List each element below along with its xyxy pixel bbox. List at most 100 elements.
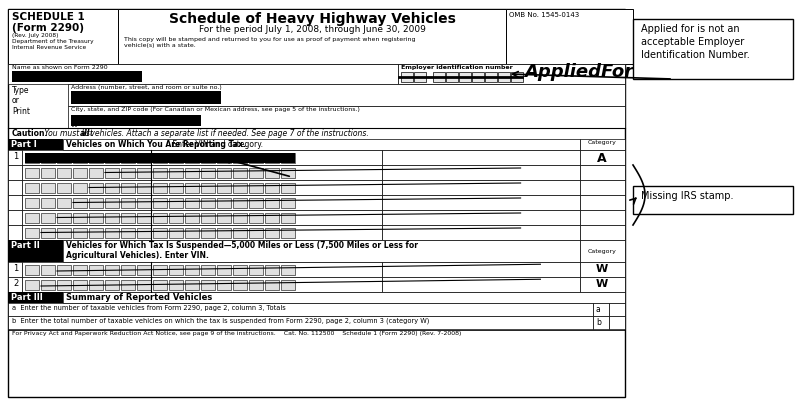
Bar [580,240,625,262]
Bar [233,198,247,208]
Bar [233,153,247,163]
Bar [580,195,625,210]
Bar [382,225,580,240]
Text: SCHEDULE 1: SCHEDULE 1 [12,12,85,22]
Bar [185,213,199,223]
Text: (Form 2290): (Form 2290) [12,23,84,33]
Bar [73,265,87,275]
Bar [25,280,39,290]
Bar [121,213,135,223]
Bar [233,265,247,275]
Bar [153,265,167,275]
Bar [22,195,382,210]
Bar [68,84,625,106]
Bar [265,265,279,275]
Bar [265,168,279,178]
Bar [105,183,119,193]
Bar [382,262,580,277]
Bar [506,9,633,64]
Bar [89,213,103,223]
Bar [249,198,263,208]
Bar [57,213,71,223]
Bar [217,265,231,275]
Bar [153,153,167,163]
Bar [63,139,580,150]
Text: A: A [598,152,607,165]
Bar [281,168,295,178]
Bar [25,153,39,163]
Bar [580,150,625,165]
Text: a: a [596,305,601,314]
Bar [233,280,247,290]
Text: Caution.: Caution. [12,129,48,138]
Bar [25,213,39,223]
Bar [41,265,55,275]
Bar [57,153,71,163]
Bar [153,280,167,290]
Bar [89,265,103,275]
Text: Category: Category [588,249,617,254]
Text: Identification Number.: Identification Number. [641,50,750,60]
Bar [8,210,22,225]
Bar [185,265,199,275]
Bar [41,153,55,163]
Text: Missing IRS stamp.: Missing IRS stamp. [641,191,734,201]
Bar [249,153,263,163]
Bar [8,195,22,210]
Text: W: W [596,264,608,274]
Bar [8,262,22,277]
Bar [609,316,625,329]
Bar [185,168,199,178]
Text: Schedule of Heavy Highway Vehicles: Schedule of Heavy Highway Vehicles [168,12,456,26]
Bar [201,183,215,193]
Bar [121,183,135,193]
Bar [281,153,295,163]
Text: Address (number, street, and room or suite no.): Address (number, street, and room or sui… [71,85,222,90]
Text: Applied for is not an: Applied for is not an [641,24,739,34]
Bar [73,198,87,208]
Bar [169,213,183,223]
Bar [169,265,183,275]
Bar [472,72,484,82]
Bar [25,228,39,238]
Bar [153,213,167,223]
Bar [121,228,135,238]
Bar [73,168,87,178]
Text: Category: Category [588,140,617,145]
Bar [185,280,199,290]
Bar [118,9,506,64]
Bar [249,265,263,275]
Text: all: all [80,129,91,138]
Bar [22,165,382,180]
Bar [382,195,580,210]
Bar [8,180,22,195]
Bar [121,280,135,290]
Text: City, state, and ZIP code (For Canadian or Mexican address, see page 5 of the in: City, state, and ZIP code (For Canadian … [71,107,360,112]
Bar [121,168,135,178]
Bar [485,72,497,82]
Bar [169,153,183,163]
Bar [401,72,413,82]
Bar [89,168,103,178]
Bar [57,168,71,178]
Bar [281,213,295,223]
Bar [57,183,71,193]
Bar [217,213,231,223]
Bar [25,168,39,178]
Bar [68,106,625,128]
Bar [8,240,63,262]
Bar [105,213,119,223]
Bar [153,183,167,193]
Bar [63,292,625,303]
Bar [25,198,39,208]
Bar [105,168,119,178]
Bar [89,198,103,208]
Bar [71,91,221,104]
Bar [265,228,279,238]
Bar [580,277,625,292]
Bar [382,150,580,165]
Text: This copy will be stamped and returned to you for use as proof of payment when r: This copy will be stamped and returned t… [124,37,416,48]
Bar [22,150,382,165]
Bar [169,198,183,208]
Bar [281,183,295,193]
